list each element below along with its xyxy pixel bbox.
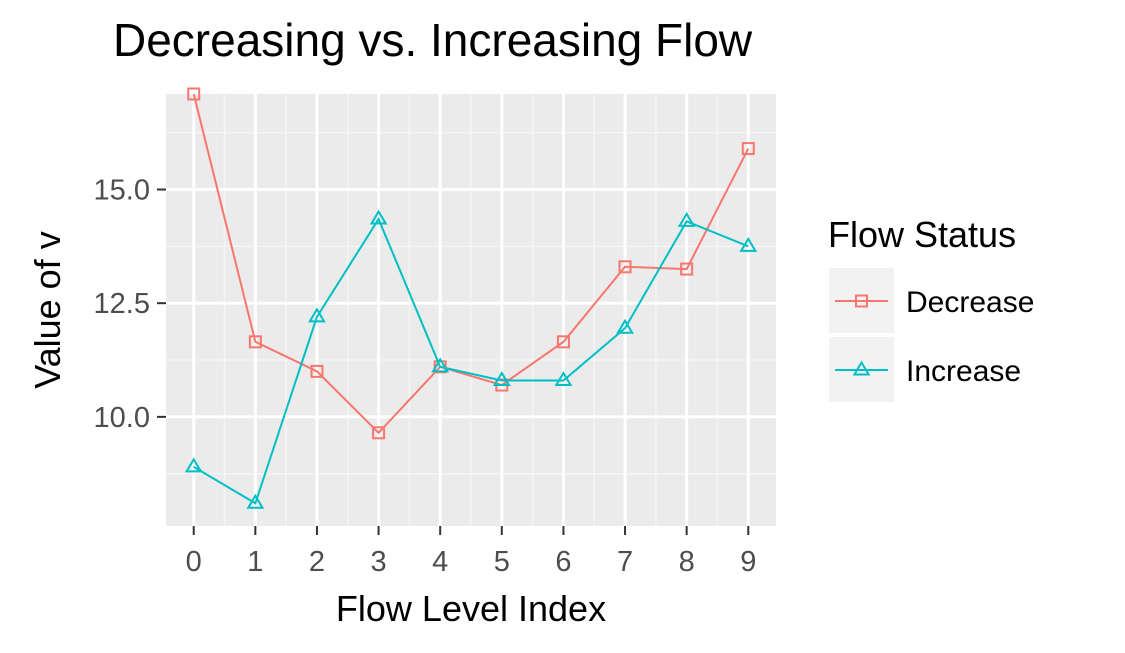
- data-point-decrease: [680, 262, 694, 276]
- series-increase: [184, 209, 758, 509]
- x-tick-label: 0: [186, 546, 202, 578]
- data-point-decrease: [618, 260, 632, 274]
- data-point-increase: [431, 357, 450, 373]
- minor-gridlines: [166, 94, 776, 526]
- data-point-increase: [492, 371, 511, 386]
- legend-label-increase: Increase: [906, 355, 1021, 388]
- series-line-decrease: [192, 93, 750, 435]
- x-tick-label: 9: [740, 546, 756, 578]
- y-tick-label: 15.0: [94, 174, 150, 206]
- legend-marker-decrease: [855, 294, 868, 308]
- x-tick-label: 6: [555, 546, 571, 578]
- x-tick-label: 8: [679, 546, 695, 578]
- data-point-increase: [246, 493, 265, 509]
- y-tick-label: 10.0: [94, 402, 150, 434]
- data-point-decrease: [741, 142, 755, 156]
- data-point-decrease: [248, 335, 262, 349]
- data-point-increase: [369, 209, 388, 225]
- data-point-decrease: [310, 364, 324, 378]
- y-axis-title: Value of v: [27, 231, 68, 388]
- x-tick-label: 2: [309, 546, 325, 578]
- data-point-decrease: [556, 335, 570, 349]
- legend: Flow Status Decrease Increase: [828, 214, 1034, 402]
- data-point-increase: [616, 318, 634, 334]
- legend-marker-increase: [852, 360, 871, 376]
- major-gridlines: [166, 94, 776, 526]
- chart-title: Decreasing vs. Increasing Flow: [113, 14, 753, 66]
- legend-item-decrease: Decrease: [829, 268, 1034, 333]
- x-axis-title: Flow Level Index: [336, 588, 606, 629]
- data-point-increase: [677, 211, 696, 227]
- x-axis: 0 1 2 3 4 5 6 7 8 9: [186, 526, 756, 578]
- data-point-increase: [308, 307, 326, 323]
- data-point-decrease: [187, 87, 201, 101]
- data-point-increase: [554, 371, 573, 386]
- x-tick-label: 5: [494, 546, 510, 578]
- x-tick-label: 7: [617, 546, 633, 578]
- data-point-increase: [739, 236, 758, 252]
- y-tick-label: 12.5: [94, 288, 150, 320]
- x-tick-label: 4: [432, 546, 448, 578]
- series-line-increase: [193, 216, 749, 505]
- y-axis: 10.0 12.5 15.0: [94, 174, 166, 434]
- series-decrease: [187, 87, 755, 440]
- legend-label-decrease: Decrease: [906, 286, 1034, 319]
- legend-title: Flow Status: [828, 214, 1016, 255]
- x-tick-label: 1: [247, 546, 263, 578]
- data-point-decrease: [372, 426, 386, 440]
- series-layer: [184, 87, 758, 509]
- x-tick-label: 3: [371, 546, 387, 578]
- legend-item-increase: Increase: [829, 337, 1021, 402]
- data-point-increase: [184, 457, 203, 473]
